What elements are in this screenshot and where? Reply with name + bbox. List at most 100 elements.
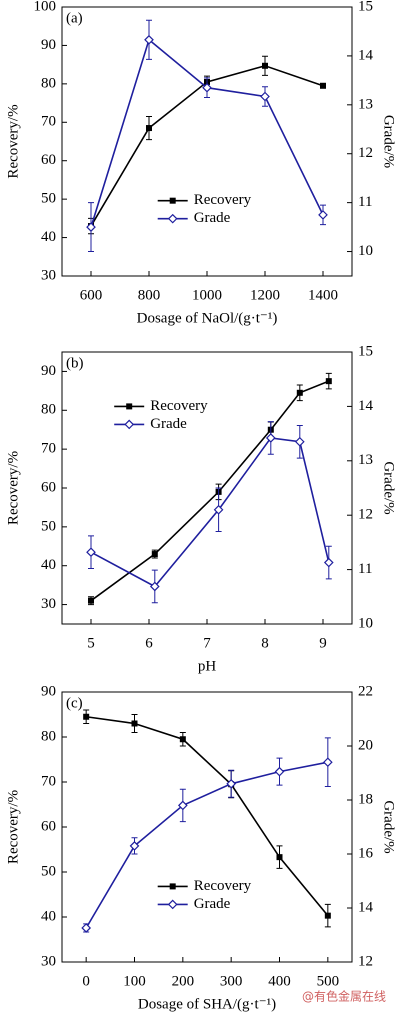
y-tick-label: 30: [41, 953, 56, 969]
y-tick-label: 60: [41, 152, 56, 168]
marker: [81, 923, 92, 933]
marker: [213, 504, 224, 515]
legend-label: Recovery: [194, 192, 252, 208]
y-axis-label: Recovery/%: [5, 451, 21, 525]
marker: [129, 841, 140, 851]
y-axis-label: Recovery/%: [5, 104, 21, 178]
marker: [274, 766, 285, 777]
y2-tick-label: 11: [358, 194, 372, 210]
panel-label: (b): [66, 355, 84, 371]
x-tick-label: 1000: [192, 287, 222, 303]
legend-marker: [167, 899, 178, 910]
y2-tick-label: 15: [358, 343, 373, 359]
y2-tick-label: 22: [358, 683, 373, 699]
y-tick-label: 60: [41, 818, 56, 834]
marker: [88, 597, 94, 604]
marker: [179, 736, 186, 743]
marker: [262, 62, 268, 69]
x-tick-label: 6: [145, 635, 153, 651]
x-tick-label: 1200: [250, 287, 280, 303]
y2-tick-label: 16: [358, 845, 374, 861]
marker: [151, 551, 158, 558]
marker: [320, 82, 326, 89]
x-tick-label: 400: [268, 973, 291, 989]
y2-axis-label: Grade/%: [381, 115, 397, 168]
x-tick-label: 5: [87, 635, 95, 651]
marker: [86, 547, 96, 558]
marker: [146, 125, 152, 132]
x-tick-label: 300: [220, 973, 243, 989]
marker: [322, 757, 333, 768]
x-tick-label: 0: [82, 973, 90, 989]
plot-frame: [61, 351, 353, 625]
marker: [177, 800, 188, 811]
y-tick-label: 40: [41, 908, 56, 924]
x-tick-label: 1400: [308, 287, 338, 303]
y2-tick-label: 18: [358, 791, 373, 807]
y-tick-label: 90: [41, 37, 56, 53]
y2-axis-label: Grade/%: [381, 461, 397, 514]
panel-label: (c): [66, 695, 83, 711]
x-tick-label: 9: [319, 635, 327, 651]
y2-tick-label: 14: [358, 899, 374, 915]
marker: [202, 82, 212, 93]
y2-tick-label: 12: [358, 953, 373, 969]
y-tick-label: 40: [41, 557, 56, 573]
y-axis-label: Recovery/%: [5, 790, 21, 864]
y2-tick-label: 10: [358, 615, 373, 631]
legend-marker: [169, 883, 176, 890]
y-tick-label: 40: [41, 229, 56, 245]
y-tick-label: 50: [41, 863, 56, 879]
marker: [86, 222, 96, 232]
y2-tick-label: 12: [358, 507, 373, 523]
x-tick-label: 800: [138, 287, 161, 303]
y-tick-label: 90: [41, 683, 56, 699]
marker: [296, 389, 303, 396]
y-tick-label: 80: [41, 75, 56, 91]
marker: [294, 436, 305, 447]
marker: [318, 210, 328, 220]
marker: [226, 778, 237, 789]
y2-tick-label: 15: [358, 0, 373, 14]
marker: [324, 912, 331, 919]
y-tick-label: 70: [41, 114, 56, 130]
x-tick-label: 200: [172, 973, 195, 989]
y-tick-label: 30: [41, 596, 56, 612]
x-axis-label: pH: [198, 658, 217, 674]
series-line: [90, 380, 330, 602]
series-line: [90, 437, 330, 588]
y-tick-label: 100: [34, 0, 57, 14]
x-axis-label: Dosage of NaOl/(g·t⁻¹): [137, 310, 278, 326]
legend-marker: [169, 197, 176, 204]
panel-label: (a): [66, 10, 83, 26]
y-tick-label: 70: [41, 441, 56, 457]
x-tick-label: 8: [261, 635, 269, 651]
legend-label: Grade: [194, 210, 231, 226]
legend-marker: [124, 419, 135, 430]
y-tick-label: 80: [41, 728, 56, 744]
y-tick-label: 30: [41, 267, 56, 283]
y-tick-label: 60: [41, 479, 56, 495]
marker: [276, 854, 283, 861]
marker: [144, 34, 154, 45]
legend-label: Recovery: [150, 398, 208, 414]
watermark: @有色金属在线: [302, 989, 386, 1004]
marker: [323, 557, 334, 568]
y2-axis-label: Grade/%: [381, 800, 397, 853]
y2-tick-label: 12: [358, 145, 373, 161]
plot-frame: [61, 691, 353, 963]
legend-label: Grade: [150, 416, 187, 432]
y2-tick-label: 13: [358, 452, 373, 468]
y2-tick-label: 14: [358, 398, 374, 414]
y2-tick-label: 13: [358, 96, 373, 112]
x-axis-label: Dosage of SHA/(g·t⁻¹): [138, 996, 276, 1012]
marker: [260, 91, 270, 102]
x-tick-label: 500: [317, 973, 340, 989]
y-tick-label: 80: [41, 402, 56, 418]
x-tick-label: 600: [80, 287, 103, 303]
x-tick-label: 7: [203, 635, 211, 651]
series-line: [86, 715, 329, 917]
series-line: [85, 761, 328, 929]
y2-tick-label: 20: [358, 737, 373, 753]
